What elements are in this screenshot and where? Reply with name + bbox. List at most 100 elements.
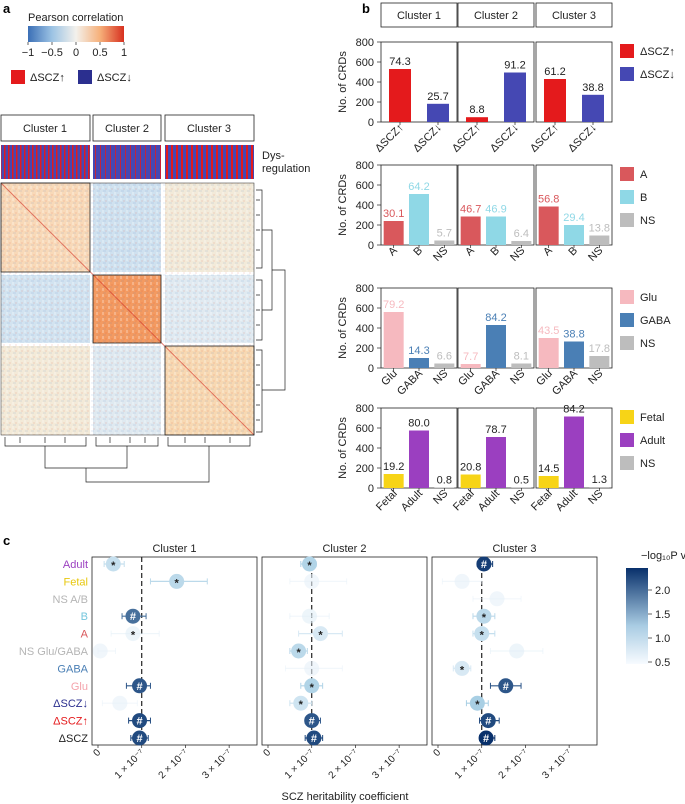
b-bar-percent-label: 7.7 (463, 351, 478, 363)
cluster-2-header-label: Cluster 2 (105, 123, 149, 135)
b-x-tick-label: ΔSCZ↑ (373, 122, 406, 155)
c-row-label: Fetal (64, 576, 88, 588)
c-significance-mark: # (309, 716, 315, 728)
c-x-tick-label: 0 (261, 747, 273, 759)
b-bar-percent-label: 78.7 (485, 424, 506, 436)
b-y-tick-label: 800 (356, 37, 374, 49)
b-x-tick-label: NS (508, 368, 527, 387)
b-cluster-header (457, 2, 535, 28)
b-bar-percent-label: 1.3 (592, 474, 607, 486)
b-y-tick-label: 600 (356, 423, 374, 435)
b-x-tick-label: Glu (379, 368, 400, 389)
c-significance-mark: # (130, 611, 136, 623)
c-estimate-point (291, 643, 307, 659)
dscz-up-legend-label: ΔSCZ↑ (30, 72, 65, 84)
correlation-legend-title: Pearson correlation (28, 12, 123, 24)
b-x-tick-label: Fetal (451, 488, 477, 514)
b-bar-percent-label: 13.8 (589, 223, 610, 235)
b-bar (538, 206, 559, 245)
b-bar (434, 240, 455, 245)
b-bar-percent-label: 84.2 (485, 312, 506, 324)
b-y-tick-label: 400 (356, 77, 374, 89)
b-bar-percent-label: 74.3 (389, 56, 410, 68)
c-estimate-point (125, 608, 141, 624)
b-bar-percent-label: 79.2 (383, 299, 404, 311)
c-x-tick-label: 2 × 10⁻⁷ (497, 747, 531, 781)
c-cluster-title: Cluster 3 (492, 543, 536, 555)
b-x-tick-label: NS (586, 368, 605, 387)
b-bar-percent-label: 84.2 (563, 404, 584, 416)
b-cluster-header (380, 2, 458, 28)
panel-c: Adult Fetal NS A/B BA NS Glu/GABA GABA Glu ΔSCZ… (19, 543, 685, 803)
c-estimate-point (112, 695, 128, 711)
correlation-colorbar (28, 26, 124, 42)
c-estimate-point (454, 660, 470, 676)
colorbar-tick-label: 1 (121, 47, 127, 59)
c-legend-title: −log₁₀P value (641, 550, 685, 562)
b-x-tick-label: Fetal (529, 488, 555, 514)
b-cluster-header-label: Cluster 3 (552, 10, 596, 22)
b-bar (389, 69, 411, 122)
c-cluster-title: Cluster 1 (152, 543, 196, 555)
b-legend-label: A (640, 169, 648, 181)
b-x-tick-label: GABA (395, 367, 426, 398)
b-x-tick-label: NS (508, 245, 527, 264)
b-y-axis-label: No. of CRDs (337, 51, 349, 113)
b-x-tick-label: NS (431, 245, 450, 264)
c-significance-mark: * (175, 577, 180, 589)
b-bar-percent-label: 20.8 (460, 462, 481, 474)
b-legend-swatch (620, 44, 634, 58)
c-row-label: Adult (63, 559, 88, 571)
b-bar-percent-label: 14.3 (408, 345, 429, 357)
b-bar (544, 79, 566, 122)
c-estimate-point (478, 730, 494, 746)
b-legend-swatch (620, 336, 634, 350)
b-bar (409, 358, 429, 368)
b-cluster-header (535, 2, 613, 28)
b-y-tick-label: 200 (356, 343, 374, 355)
c-significance-mark: * (310, 682, 315, 694)
b-y-tick-label: 200 (356, 97, 374, 109)
colorbar-tick-label: 0.5 (92, 47, 107, 59)
c-estimate-point (132, 713, 148, 729)
b-x-tick-label: B (488, 245, 502, 259)
c-significance-mark: * (480, 630, 485, 642)
b-x-tick-label: A (386, 244, 400, 258)
c-estimate-point (454, 573, 470, 589)
b-x-tick-label: ΔSCZ↓ (411, 122, 444, 155)
dscz-up-swatch (11, 70, 25, 84)
c-estimate-point (469, 695, 485, 711)
c-row-label: ΔSCZ (59, 733, 89, 745)
b-y-tick-label: 200 (356, 220, 374, 232)
c-row-label: ΔSCZ↑ (53, 716, 88, 728)
dysregulation-bar-cluster-2 (93, 145, 161, 179)
panel-label-c: c (3, 533, 10, 548)
b-y-tick-label: 400 (356, 323, 374, 335)
b-y-tick-label: 800 (356, 403, 374, 415)
c-significance-mark: * (131, 630, 136, 642)
b-bar-percent-label: 91.2 (504, 60, 525, 72)
b-legend-swatch (620, 67, 634, 81)
b-legend-label: ΔSCZ↓ (640, 69, 675, 81)
colorbar-tick-label: 0 (73, 47, 79, 59)
c-significance-mark: # (311, 733, 317, 745)
c-x-tick-label: 0 (91, 747, 103, 759)
c-x-tick-label: 1 × 10⁻⁷ (453, 747, 487, 781)
c-legend-tick-label: 1.0 (655, 633, 670, 645)
b-y-tick-label: 0 (368, 117, 374, 129)
c-estimate-point (304, 573, 320, 589)
dysregulation-bar-cluster-3 (165, 145, 254, 179)
c-estimate-point (304, 678, 320, 694)
b-bar-percent-label: 8.1 (514, 351, 529, 363)
c-plot-frame (261, 556, 428, 746)
b-bar-percent-label: 46.7 (460, 204, 481, 216)
b-x-tick-label: A (463, 244, 477, 258)
c-estimate-point (306, 730, 322, 746)
c-significance-mark: * (299, 699, 304, 711)
b-bar (460, 216, 481, 245)
c-significance-mark: * (318, 630, 323, 642)
b-y-tick-label: 400 (356, 443, 374, 455)
b-legend-swatch (620, 290, 634, 304)
c-estimate-point (509, 643, 525, 659)
b-bar (434, 363, 455, 368)
